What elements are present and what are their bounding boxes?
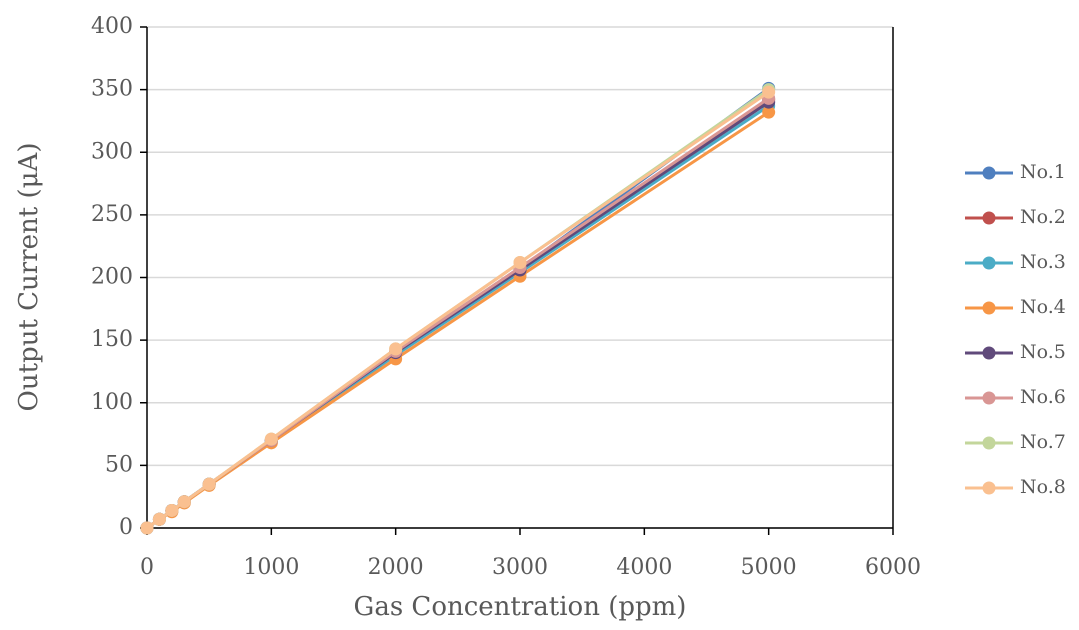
x-tick-label: 1000 (243, 555, 299, 580)
x-tick-label: 4000 (616, 555, 672, 580)
y-axis-title: Output Current (μA) (14, 143, 44, 412)
data-point (202, 477, 216, 491)
data-point (762, 85, 776, 99)
data-point (152, 512, 166, 526)
data-point (389, 342, 403, 356)
legend-marker (982, 166, 996, 180)
y-tick-label: 200 (91, 265, 133, 290)
y-tick-label: 250 (91, 202, 133, 227)
x-tick-label: 5000 (741, 555, 797, 580)
legend-label: No.6 (1020, 386, 1066, 408)
legend-label: No.8 (1020, 476, 1066, 498)
x-tick-label: 2000 (368, 555, 424, 580)
legend-label: No.7 (1020, 431, 1066, 453)
legend-marker (982, 301, 996, 315)
data-point (513, 255, 527, 269)
data-point (177, 495, 191, 509)
y-tick-label: 150 (91, 327, 133, 352)
x-axis-title: Gas Concentration (ppm) (354, 592, 687, 622)
legend-label: No.1 (1020, 161, 1066, 183)
legend-label: No.3 (1020, 251, 1066, 273)
legend-marker (982, 256, 996, 270)
legend-marker (982, 346, 996, 360)
legend-label: No.2 (1020, 206, 1066, 228)
data-point (140, 521, 154, 535)
x-tick-label: 0 (140, 555, 154, 580)
y-tick-label: 400 (91, 14, 133, 39)
y-tick-label: 100 (91, 390, 133, 415)
y-tick-label: 350 (91, 77, 133, 102)
legend-label: No.4 (1020, 296, 1066, 318)
data-point (762, 105, 776, 119)
legend-label: No.5 (1020, 341, 1066, 363)
y-tick-label: 0 (119, 515, 133, 540)
x-tick-label: 6000 (865, 555, 921, 580)
y-tick-label: 50 (105, 452, 133, 477)
legend-marker (982, 481, 996, 495)
y-tick-label: 300 (91, 139, 133, 164)
x-tick-label: 3000 (492, 555, 548, 580)
legend-marker (982, 211, 996, 225)
legend-marker (982, 436, 996, 450)
legend-marker (982, 391, 996, 405)
data-point (165, 503, 179, 517)
data-point (264, 432, 278, 446)
